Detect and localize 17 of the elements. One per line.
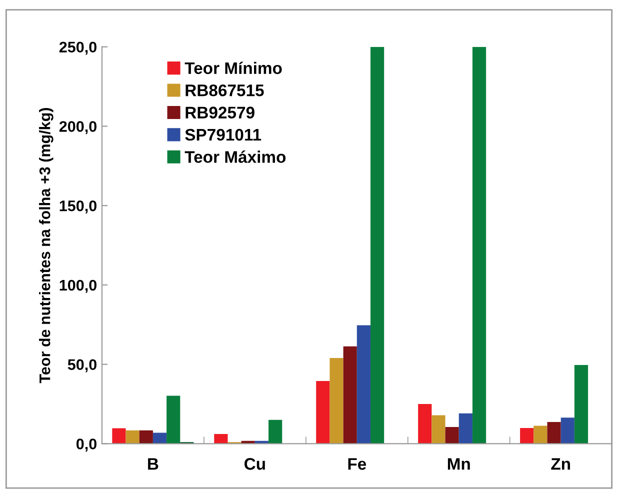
y-axis-title: Teor de nutrientes na folha +3 (mg/kg) [39, 108, 54, 384]
x-tick-label: B [148, 458, 158, 470]
y-tick-label: 200,0 [59, 121, 96, 134]
x-tick-label: Mn [448, 458, 470, 470]
legend-label: Teor Máximo [184, 150, 286, 163]
x-tick-label: Fe [348, 458, 366, 470]
y-tick-label: 0,0 [76, 438, 96, 452]
x-tick-label: Zn [551, 458, 570, 470]
y-tick-label: 150,0 [60, 200, 96, 214]
x-tick-label: Cu [244, 458, 265, 470]
y-tick-label: 50,0 [68, 359, 96, 372]
legend-label: Teor Mínimo [184, 62, 282, 74]
y-tick-label: 100,0 [60, 280, 96, 293]
legend-label: RB92579 [186, 106, 254, 118]
legend-label: RB867515 [186, 84, 264, 96]
legend-label: SP791011 [185, 128, 262, 141]
y-tick-label: 250,0 [59, 42, 96, 55]
